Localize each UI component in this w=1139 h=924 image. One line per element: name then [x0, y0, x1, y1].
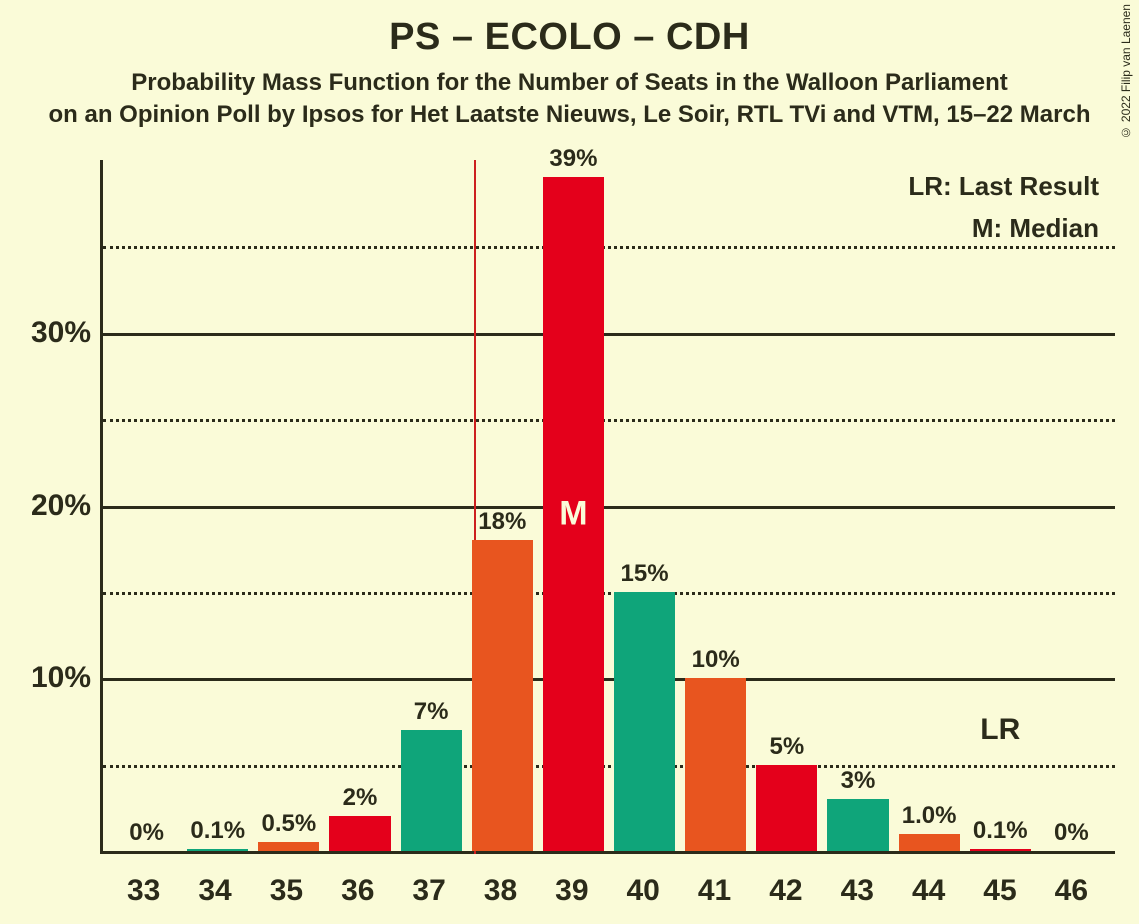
bar-value-label: 0.1% [190, 817, 245, 849]
x-tick-label: 43 [822, 874, 893, 908]
copyright-label: © 2022 Filip van Laenen [1119, 4, 1133, 139]
chart-title: PS – ECOLO – CDH [0, 0, 1139, 59]
legend: LR: Last Result M: Median [908, 166, 1099, 249]
bar-slot: 15% [609, 160, 680, 851]
bar: 39%M [543, 177, 604, 851]
bar-value-label: 7% [414, 698, 449, 730]
bar: 1.0% [899, 834, 960, 851]
bar: 10% [685, 678, 746, 851]
y-tick-label: 10% [31, 661, 103, 695]
bar-slot: 7% [396, 160, 467, 851]
y-tick-label: 20% [31, 489, 103, 523]
bar: 0.5% [258, 842, 319, 851]
lr-marker: LR [980, 713, 1020, 747]
bar-slot: 2% [324, 160, 395, 851]
bar-slot: 39%M [538, 160, 609, 851]
bar-slot: 0% [1036, 160, 1107, 851]
x-tick-label: 36 [322, 874, 393, 908]
chart-subtitle-2: on an Opinion Poll by Ipsos for Het Laat… [0, 101, 1139, 129]
bar: 5% [756, 765, 817, 851]
bar-slot: 18% [467, 160, 538, 851]
bar-value-label: 0.5% [261, 810, 316, 842]
bar-value-label: 0% [1054, 819, 1089, 851]
x-tick-label: 38 [465, 874, 536, 908]
x-tick-label: 46 [1036, 874, 1107, 908]
bar-value-label: 0% [129, 819, 164, 851]
x-tick-label: 35 [251, 874, 322, 908]
legend-lr: LR: Last Result [908, 166, 1099, 208]
bar-value-label: 18% [478, 508, 526, 540]
x-tick-label: 37 [393, 874, 464, 908]
chart-area: 10%20%30% 0%0.1%0.5%2%7%18%39%M15%10%5%3… [100, 160, 1115, 854]
bar-slot: 0.1% [182, 160, 253, 851]
x-tick-label: 34 [179, 874, 250, 908]
bar-slot: 5% [751, 160, 822, 851]
bar: 0.1% [970, 849, 1031, 851]
bar-value-label: 2% [343, 784, 378, 816]
x-tick-label: 33 [108, 874, 179, 908]
x-tick-label: 39 [536, 874, 607, 908]
x-tick-label: 41 [679, 874, 750, 908]
bar-value-label: 5% [769, 733, 804, 765]
x-tick-label: 45 [964, 874, 1035, 908]
bar-value-label: 1.0% [902, 802, 957, 834]
bar-slot: 0% [111, 160, 182, 851]
bar: 15% [614, 592, 675, 851]
bars-container: 0%0.1%0.5%2%7%18%39%M15%10%5%3%1.0%0.1%0… [103, 160, 1115, 851]
bar: 7% [401, 730, 462, 851]
y-tick-label: 30% [31, 316, 103, 350]
plot-area: 10%20%30% 0%0.1%0.5%2%7%18%39%M15%10%5%3… [100, 160, 1115, 854]
bar-slot: 1.0% [894, 160, 965, 851]
legend-m: M: Median [908, 208, 1099, 250]
bar-value-label: 0.1% [973, 817, 1028, 849]
bar-value-label: 10% [692, 646, 740, 678]
chart-subtitle-1: Probability Mass Function for the Number… [0, 69, 1139, 97]
bar-value-label: 15% [621, 560, 669, 592]
bar-slot: 3% [822, 160, 893, 851]
bar: 3% [827, 799, 888, 851]
x-tick-label: 40 [608, 874, 679, 908]
x-axis-labels: 3334353637383940414243444546 [100, 874, 1115, 908]
bar-value-label: 39% [549, 145, 597, 177]
bar: 2% [329, 816, 390, 851]
x-tick-label: 42 [750, 874, 821, 908]
bar-slot: 10% [680, 160, 751, 851]
bar: 18% [472, 540, 533, 851]
median-label: M [559, 495, 587, 534]
x-tick-label: 44 [893, 874, 964, 908]
bar-slot: 0.5% [253, 160, 324, 851]
bar-value-label: 3% [841, 767, 876, 799]
bar: 0.1% [187, 849, 248, 851]
